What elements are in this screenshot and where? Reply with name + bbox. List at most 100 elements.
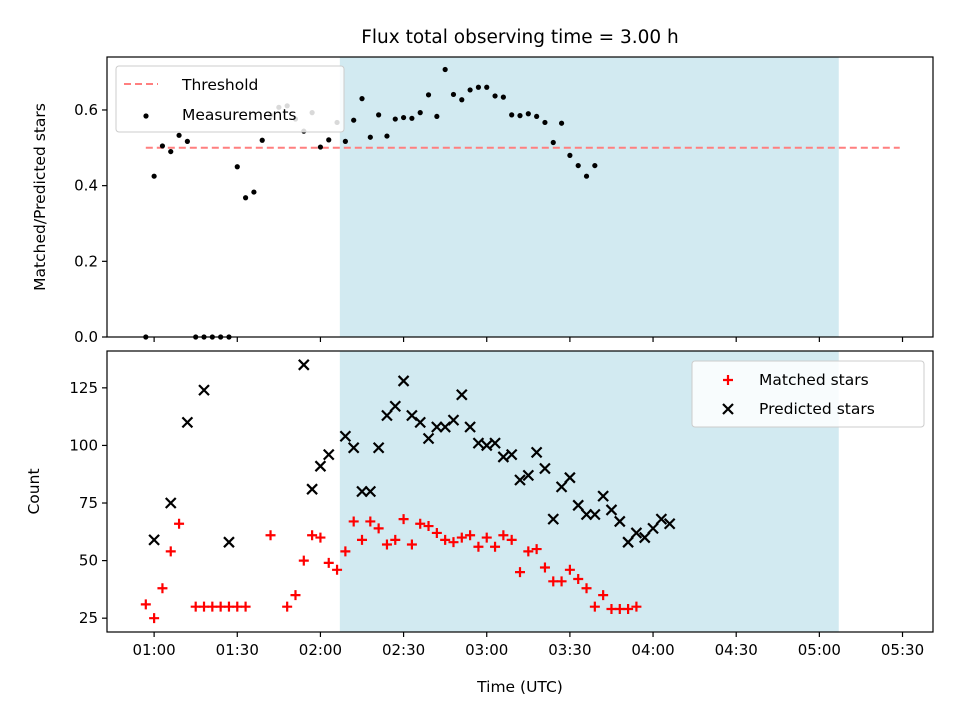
predicted-star-point <box>530 446 543 459</box>
matched-star-point <box>381 539 392 550</box>
measurement-point <box>351 117 357 123</box>
figure-title: Flux total observing time = 3.00 h <box>361 27 679 48</box>
y-tick-label: 75 <box>79 494 98 512</box>
matched-star-point <box>598 590 609 601</box>
predicted-star-point <box>414 416 426 429</box>
matched-star-point <box>298 555 309 566</box>
predicted-star-point <box>464 421 476 433</box>
measurement-point <box>259 137 265 143</box>
predicted-star-point <box>298 359 310 371</box>
axes-frame <box>106 56 934 338</box>
measurement-point <box>459 97 465 103</box>
matched-star-point <box>323 557 334 568</box>
measurement-point <box>359 96 365 102</box>
measurement-point <box>567 152 573 158</box>
x-tick-label: 03:00 <box>465 641 508 659</box>
measurement-point <box>376 112 382 118</box>
predicted-star-point <box>472 437 485 449</box>
legend-threshold-label: Threshold <box>181 76 258 94</box>
matched-star-point <box>556 576 567 587</box>
matched-star-point <box>573 574 584 585</box>
x-axis-label: Time (UTC) <box>476 678 563 696</box>
matched-star-point <box>365 516 376 527</box>
matched-star-point <box>481 532 492 543</box>
predicted-star-point <box>322 448 335 461</box>
matched-star-point <box>515 567 525 578</box>
legend-predicted-label: Predicted stars <box>759 400 875 418</box>
x-tick-label: 03:30 <box>548 641 591 659</box>
matched-star-point <box>406 539 417 550</box>
predicted-star-point <box>539 462 551 475</box>
y-axis-label: Count <box>25 468 43 514</box>
predicted-star-point <box>372 441 385 454</box>
predicted-star-point <box>630 527 643 539</box>
matched-star-point <box>290 590 301 601</box>
matched-star-point <box>623 603 634 614</box>
x-tick-label: 01:30 <box>216 641 259 659</box>
measurement-point <box>442 66 448 73</box>
legend-box <box>115 65 345 133</box>
y-tick-label: 50 <box>79 552 98 570</box>
predicted-star-point <box>589 508 601 521</box>
measurement-point <box>492 93 498 99</box>
measurement-point <box>575 162 581 169</box>
matched-star-point <box>506 534 517 545</box>
x-tick-label: 04:30 <box>715 641 758 659</box>
matched-star-point <box>348 516 359 527</box>
measurement-point <box>159 143 166 149</box>
matched-star-point <box>282 601 293 612</box>
legend-matched-label: Matched stars <box>759 371 869 389</box>
predicted-star-point <box>597 490 609 502</box>
matched-star-point <box>415 518 426 529</box>
predicted-star-point <box>614 515 626 528</box>
measurement-point <box>550 139 556 146</box>
matched-star-point <box>149 613 160 624</box>
matched-star-point <box>456 532 467 543</box>
y-tick-label: 0.6 <box>74 101 98 119</box>
y-axis-label: Matched/Predicted stars <box>31 103 49 291</box>
top-panel: 0.0 0.2 0.4 0.6 Matched/Predicted stars Thres… <box>31 56 934 346</box>
measurement-point <box>450 91 457 98</box>
predicted-star-point <box>497 451 510 463</box>
predicted-star-point <box>164 497 177 509</box>
matched-star-point <box>398 514 409 525</box>
measurement-point <box>484 84 490 90</box>
predicted-star-point <box>364 485 377 498</box>
predicted-star-point <box>314 460 327 472</box>
y-tick-label: 25 <box>79 609 98 627</box>
matched-star-point <box>440 534 451 545</box>
matched-star-point <box>140 599 151 610</box>
measurement-point <box>251 189 257 195</box>
measurement-point <box>467 87 473 93</box>
matched-star-point <box>631 601 642 612</box>
measurement-point <box>425 92 432 98</box>
matched-star-point <box>357 534 368 545</box>
measurement-point <box>583 173 590 179</box>
measurement-point <box>400 114 407 121</box>
matched-star-point <box>473 541 484 552</box>
predicted-star-point <box>572 499 584 512</box>
measurement-point <box>384 133 390 139</box>
predicted-star-point <box>580 508 593 521</box>
measurement-point <box>392 116 398 122</box>
predicted-star-point <box>547 513 560 525</box>
matched-star-point <box>564 564 575 575</box>
predicted-star-point <box>306 483 318 495</box>
x-tick-label: 02:00 <box>299 641 342 659</box>
y-tick-label: 0.4 <box>74 177 98 195</box>
matched-star-point <box>265 530 276 541</box>
measurement-point <box>592 162 598 169</box>
predicted-star-point <box>447 414 460 426</box>
measurement-point <box>509 112 515 118</box>
predicted-star-point <box>339 430 352 442</box>
measurement-point <box>184 138 190 144</box>
predicted-star-point <box>198 384 210 396</box>
measurement-point <box>317 144 324 150</box>
measurement-point <box>558 120 565 126</box>
measurement-point <box>168 148 174 155</box>
matched-star-point <box>431 527 442 538</box>
predicted-star-point <box>555 481 568 493</box>
measurement-point <box>409 115 415 121</box>
measurement-point <box>534 113 540 120</box>
